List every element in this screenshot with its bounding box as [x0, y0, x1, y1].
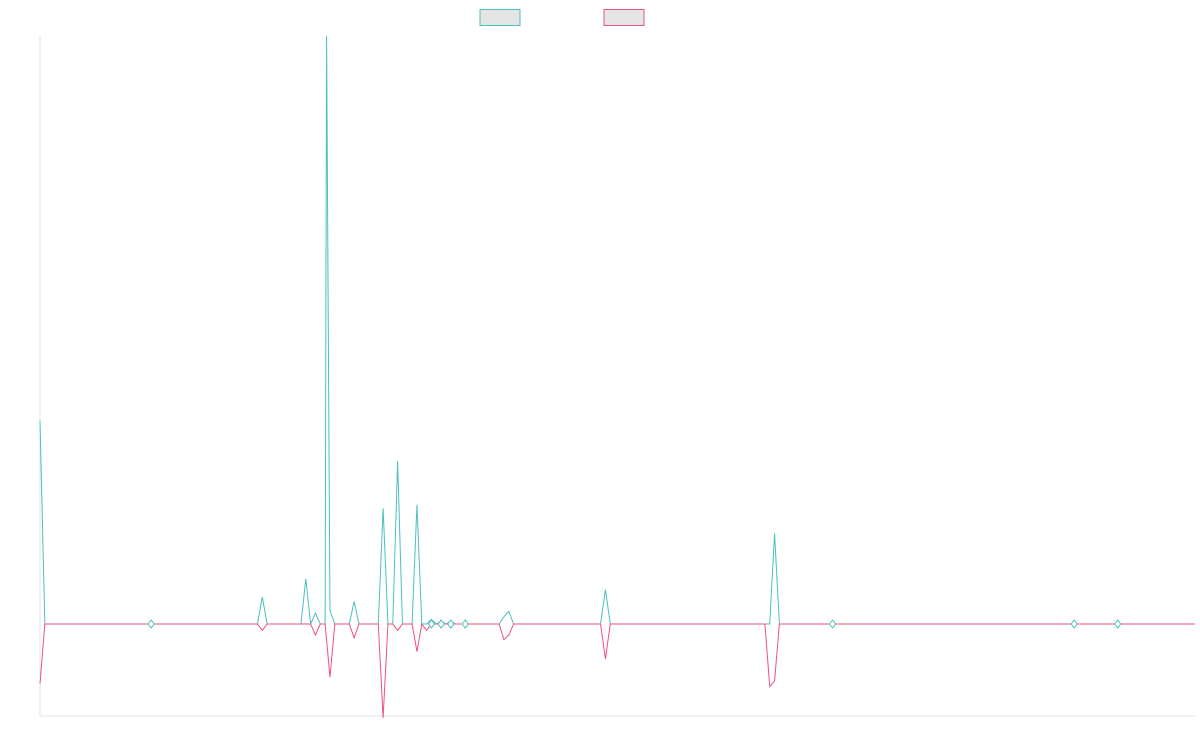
series-line-1 [39, 35, 1195, 626]
data-point-marker-1 [147, 619, 155, 629]
series-line-2 [39, 622, 1195, 718]
data-point-marker-2 [461, 619, 469, 629]
chart-series-layer [39, 35, 1195, 718]
data-point-marker-6 [828, 619, 837, 629]
legend-swatch-2[interactable] [603, 9, 645, 26]
data-point-marker-7 [1070, 619, 1078, 629]
data-point-marker-8 [1114, 619, 1122, 629]
data-point-marker-4 [437, 619, 445, 629]
data-point-marker-3 [427, 619, 436, 629]
legend-swatch-1[interactable] [479, 9, 521, 26]
chart-axes [39, 36, 1195, 717]
data-point-marker-5 [447, 619, 455, 629]
chart-legend[interactable] [479, 9, 645, 26]
